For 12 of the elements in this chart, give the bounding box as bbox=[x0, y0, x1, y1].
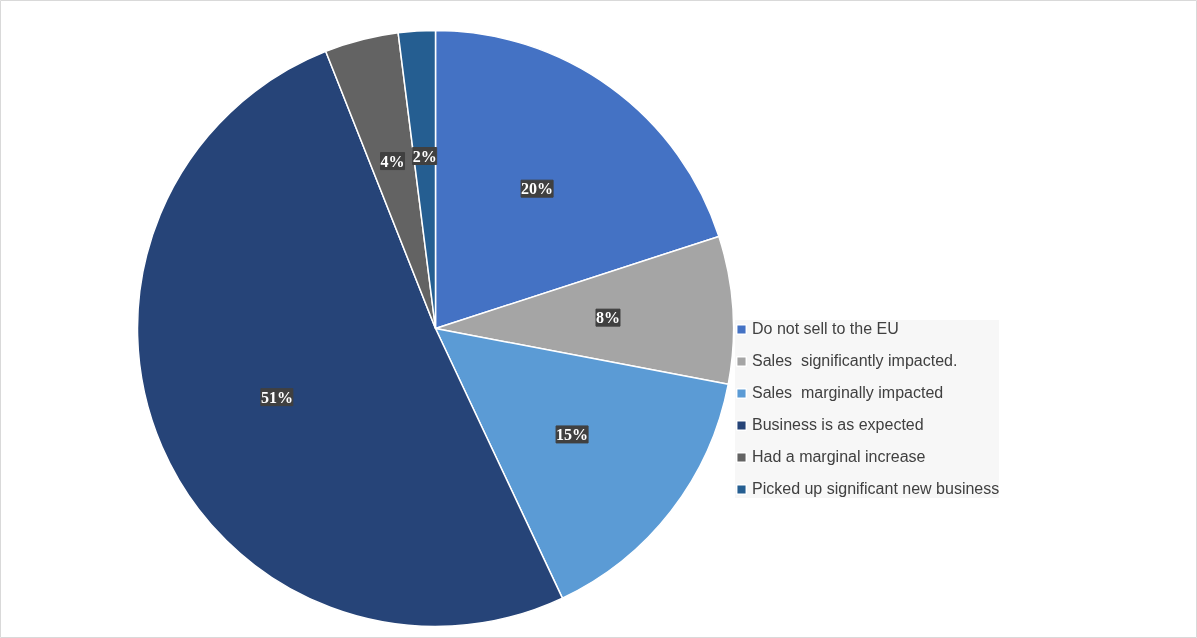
data-label: 51% bbox=[260, 388, 293, 406]
legend-label: Do not sell to the EU bbox=[752, 320, 899, 338]
legend-label: Had a marginal increase bbox=[752, 448, 926, 466]
data-label: 2% bbox=[412, 147, 437, 165]
legend-label: Picked up significant new business bbox=[752, 480, 1000, 498]
legend-label: Business is as expected bbox=[752, 416, 924, 434]
data-label: 4% bbox=[380, 152, 405, 170]
legend-label: Sales marginally impacted bbox=[752, 384, 944, 402]
legend-label: Sales significantly impacted. bbox=[752, 352, 958, 370]
data-label: 15% bbox=[556, 425, 589, 443]
data-label: 20% bbox=[521, 180, 554, 198]
data-label: 8% bbox=[596, 309, 620, 327]
